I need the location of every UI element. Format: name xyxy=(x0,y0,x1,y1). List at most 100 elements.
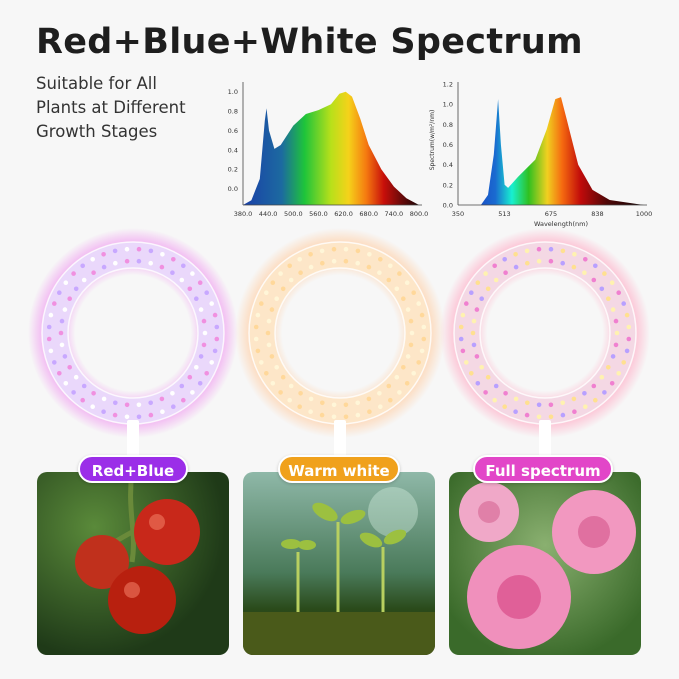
led-dot xyxy=(593,397,598,403)
y-tick-label: 0.6 xyxy=(228,127,238,135)
led-dot xyxy=(388,263,393,269)
led-dot xyxy=(278,390,283,395)
led-dot xyxy=(599,286,605,292)
led-dot xyxy=(394,374,400,380)
led-dot xyxy=(46,336,52,342)
led-dot xyxy=(297,257,303,262)
led-dot xyxy=(593,263,598,269)
led-dot xyxy=(124,414,130,420)
x-tick-label: 560.0 xyxy=(309,210,328,218)
led-dot xyxy=(485,374,491,380)
led-dot xyxy=(308,264,314,270)
led-dot xyxy=(572,252,577,257)
led-dot xyxy=(90,257,95,262)
led-dot xyxy=(404,280,410,286)
led-dot xyxy=(343,258,349,264)
led-dot xyxy=(136,402,142,408)
led-dot xyxy=(355,412,361,418)
led-dot xyxy=(503,270,508,276)
led-dot xyxy=(397,390,402,395)
led-dot xyxy=(71,390,76,395)
led-dot xyxy=(572,409,577,415)
led-dot xyxy=(401,365,406,370)
led-dot xyxy=(187,374,193,380)
y-tick-label: 0.0 xyxy=(228,185,238,193)
led-dot xyxy=(421,324,427,330)
led-dot xyxy=(421,336,427,342)
led-dot xyxy=(181,263,186,269)
led-dot xyxy=(80,397,85,403)
led-dot xyxy=(57,371,62,376)
led-dot xyxy=(288,277,294,283)
led-dot xyxy=(408,342,414,348)
led-dot xyxy=(475,381,481,386)
led-dot xyxy=(298,391,303,396)
led-dot xyxy=(201,342,207,348)
led-dot xyxy=(469,371,474,376)
led-dot xyxy=(269,307,275,312)
led-dot xyxy=(171,404,176,410)
led-dot xyxy=(57,290,62,296)
x-tick-label: 380.0 xyxy=(234,210,253,218)
led-dot xyxy=(401,296,406,302)
subtitle: Suitable for All Plants at Different Gro… xyxy=(36,72,186,144)
led-dot xyxy=(113,400,118,406)
mode-label-warm-white: Warm white xyxy=(278,455,400,483)
led-dot xyxy=(377,391,382,396)
led-dot xyxy=(591,383,597,389)
led-dot xyxy=(513,409,518,415)
led-dot xyxy=(265,330,271,336)
led-dot xyxy=(502,404,508,410)
led-dot xyxy=(378,257,383,262)
ring-lamp xyxy=(454,242,636,424)
led-dot xyxy=(621,301,626,306)
led-dot xyxy=(136,258,142,264)
led-dot xyxy=(52,360,57,365)
photo-tomatoes xyxy=(37,472,229,655)
led-dot xyxy=(101,409,106,415)
led-dot xyxy=(560,400,565,406)
led-dot xyxy=(46,324,52,330)
led-dot xyxy=(212,348,218,354)
led-dot xyxy=(209,301,214,306)
led-dot xyxy=(621,360,626,365)
led-dot xyxy=(626,324,632,330)
x-tick-label: 675 xyxy=(545,210,557,218)
led-dot xyxy=(201,318,207,324)
led-dot xyxy=(181,397,186,403)
led-dot xyxy=(460,312,466,318)
led-dot xyxy=(591,277,597,283)
led-dot xyxy=(320,400,325,406)
led-dot xyxy=(67,296,72,302)
led-dot xyxy=(48,312,54,318)
led-dot xyxy=(124,246,130,252)
led-dot xyxy=(409,330,415,336)
led-dot xyxy=(483,271,488,276)
led-dot xyxy=(366,264,372,270)
led-dot xyxy=(73,374,79,380)
led-dot xyxy=(280,286,286,292)
led-dot xyxy=(259,360,264,365)
led-dot xyxy=(485,286,491,292)
led-dot xyxy=(479,365,485,370)
led-dot xyxy=(62,307,68,312)
led-dot xyxy=(405,354,411,359)
subtitle-line: Suitable for All xyxy=(36,74,157,93)
led-dot xyxy=(159,264,165,270)
led-dot xyxy=(287,397,293,403)
page-title: Red+Blue+White Spectrum xyxy=(36,22,583,62)
y-tick-label: 0.4 xyxy=(228,146,238,154)
led-dot xyxy=(112,248,118,254)
led-dot xyxy=(616,290,621,296)
led-dot xyxy=(160,409,165,415)
led-dot xyxy=(266,342,272,348)
led-dot xyxy=(288,383,294,389)
led-dot xyxy=(270,381,276,386)
led-dot xyxy=(197,280,203,286)
led-dot xyxy=(113,260,118,266)
led-dot xyxy=(602,390,607,395)
led-dot xyxy=(610,354,616,359)
led-dot xyxy=(274,365,280,370)
led-dot xyxy=(269,354,275,359)
y-axis-label: Spectrum(w/m²/nm) xyxy=(429,110,436,171)
